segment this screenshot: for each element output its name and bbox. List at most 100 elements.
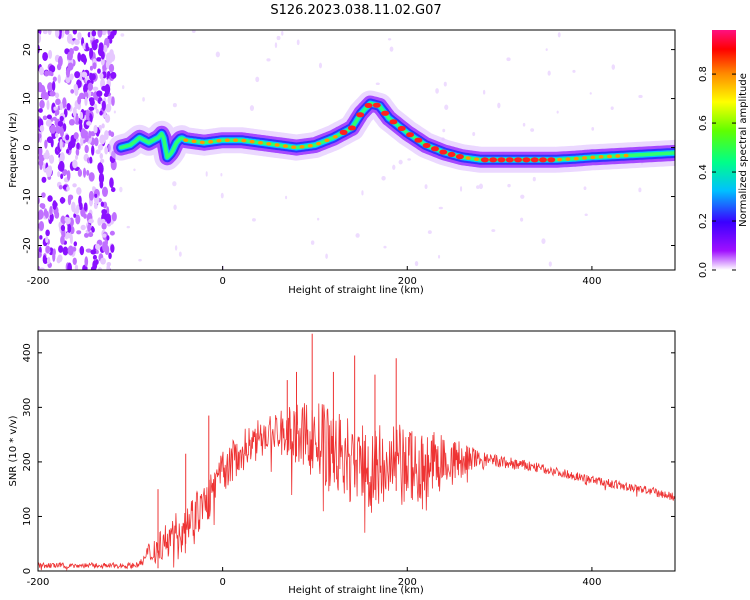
- noise-blob: [532, 176, 536, 182]
- noise-blob: [497, 102, 501, 109]
- noise-blob: [83, 54, 87, 65]
- noise-blob: [73, 83, 78, 91]
- ridge-peak: [474, 157, 480, 161]
- ridge-peak: [397, 125, 406, 132]
- ridge-peak: [364, 102, 373, 109]
- ridge-peak: [538, 157, 547, 163]
- noise-blob: [68, 119, 75, 126]
- ridge-peak: [339, 129, 348, 135]
- noise-blob: [51, 80, 56, 92]
- noise-blob: [55, 98, 61, 106]
- noise-blob: [86, 121, 92, 126]
- spectrogram-plot-frame: [37, 29, 676, 271]
- colorbar-gradient: [712, 30, 736, 270]
- noise-blob: [64, 30, 70, 35]
- noise-blob: [91, 227, 95, 233]
- noise-blob: [72, 183, 77, 188]
- noise-blob: [110, 71, 117, 79]
- noise-blob: [276, 35, 281, 41]
- noise-blob: [97, 162, 104, 172]
- spectrogram-y-axis-label: Frequency (Hz): [8, 112, 19, 188]
- noise-blob: [44, 139, 48, 149]
- noise-blob: [57, 55, 63, 67]
- noise-blob: [100, 201, 105, 207]
- noise-blob: [205, 171, 208, 177]
- noise-blob: [73, 241, 78, 247]
- noise-blob: [77, 31, 82, 41]
- ridge-peak: [216, 138, 222, 143]
- colorbar-tick-label: 0.0: [698, 262, 709, 278]
- noise-blob: [57, 171, 61, 178]
- noise-blob: [556, 110, 559, 114]
- noise-blob: [97, 49, 102, 55]
- noise-blob: [407, 158, 411, 161]
- noise-blob: [392, 164, 396, 170]
- noise-blob: [84, 256, 89, 267]
- noise-blob: [361, 190, 364, 196]
- noise-blob: [520, 217, 524, 222]
- snr-series-line: [38, 333, 675, 571]
- ridge-peak: [430, 146, 439, 152]
- ridge-peak: [356, 112, 365, 118]
- noise-blob: [98, 42, 104, 52]
- ridge-peak: [316, 141, 322, 146]
- noise-blob: [138, 258, 142, 262]
- noise-blob: [65, 134, 70, 141]
- noise-blob: [46, 114, 53, 120]
- ridge-peak: [282, 144, 288, 148]
- ridge-peak: [582, 156, 588, 160]
- noise-blob: [88, 232, 94, 238]
- ridge-peak: [208, 139, 214, 144]
- noise-blob: [72, 246, 77, 252]
- ridge-peak: [266, 142, 272, 146]
- noise-blob: [414, 260, 419, 267]
- noise-blob: [91, 40, 98, 51]
- ridge-peak: [347, 125, 356, 131]
- noise-blob: [281, 30, 284, 36]
- ridge-peak: [455, 154, 464, 160]
- noise-blob: [355, 233, 360, 238]
- ridge-peak: [422, 142, 431, 149]
- noise-blob: [69, 73, 74, 81]
- noise-blob: [46, 136, 53, 144]
- noise-blob: [95, 149, 101, 155]
- noise-blob: [96, 57, 102, 62]
- y-tick-label: 0: [22, 568, 33, 574]
- noise-blob: [75, 204, 80, 214]
- x-tick-label: 0: [219, 577, 225, 588]
- noise-blob: [92, 86, 99, 91]
- noise-blob: [611, 64, 616, 70]
- noise-blob: [39, 124, 45, 133]
- noise-blob: [381, 175, 386, 181]
- noise-blob: [42, 51, 49, 61]
- noise-blob: [84, 144, 89, 154]
- noise-blob: [96, 90, 103, 98]
- ridge-peak: [447, 151, 456, 158]
- noise-blob: [398, 159, 403, 165]
- noise-blob: [102, 63, 106, 72]
- snr-x-ticks: -200 0 200 400: [27, 567, 601, 588]
- noise-blob: [88, 130, 92, 139]
- x-tick-label: 400: [582, 276, 601, 287]
- noise-blob: [476, 185, 480, 189]
- noise-blob: [38, 220, 45, 231]
- noise-blob: [107, 34, 114, 40]
- noise-blob: [459, 186, 463, 192]
- ridge-peak: [389, 119, 398, 125]
- noise-blob: [79, 245, 85, 256]
- spectrogram-x-axis-label: Height of straight line (km): [288, 285, 424, 296]
- y-tick-label: 300: [22, 398, 33, 417]
- noise-blob: [49, 65, 56, 73]
- noise-blob: [220, 192, 224, 199]
- noise-blob: [104, 146, 109, 155]
- noise-blob: [589, 92, 592, 95]
- y-tick-label: 20: [22, 43, 33, 56]
- noise-blob: [89, 47, 94, 59]
- noise-blob: [39, 235, 43, 240]
- noise-blob: [57, 254, 63, 263]
- noise-blob: [58, 160, 65, 172]
- noise-blob: [58, 245, 64, 253]
- noise-blob: [75, 214, 81, 225]
- noise-blob: [54, 30, 60, 38]
- noise-blob: [87, 223, 91, 232]
